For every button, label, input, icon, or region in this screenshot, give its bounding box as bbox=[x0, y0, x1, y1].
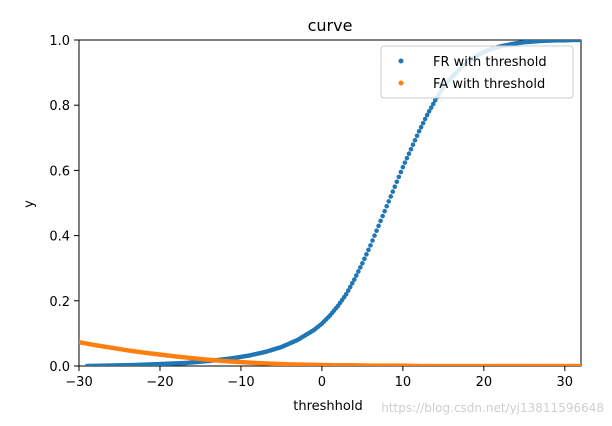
y-tick-label: 0.2 bbox=[49, 295, 70, 310]
data-point bbox=[404, 155, 410, 161]
data-point bbox=[368, 243, 373, 248]
x-tick-label: 10 bbox=[395, 375, 412, 390]
legend-label: FR with threshold bbox=[433, 55, 547, 70]
data-point bbox=[360, 261, 365, 266]
data-point bbox=[406, 151, 412, 156]
data-point bbox=[408, 146, 414, 152]
data-point bbox=[402, 160, 408, 165]
data-point bbox=[358, 265, 363, 270]
x-tick-label: 30 bbox=[557, 375, 574, 390]
series-fa bbox=[79, 339, 581, 366]
data-point bbox=[412, 137, 418, 143]
data-point bbox=[398, 169, 404, 175]
x-tick-label: −10 bbox=[227, 375, 254, 390]
data-point bbox=[366, 247, 371, 253]
data-point bbox=[578, 40, 581, 43]
x-tick-label: 20 bbox=[476, 375, 493, 390]
x-tick-label: 0 bbox=[318, 375, 326, 390]
legend-box bbox=[380, 45, 574, 99]
x-tick-label: −20 bbox=[146, 375, 173, 390]
data-point bbox=[354, 273, 359, 278]
y-tick-label: 0.6 bbox=[49, 164, 70, 179]
data-point bbox=[394, 179, 400, 185]
data-point bbox=[349, 280, 355, 286]
watermark: https://blog.csdn.net/yj13811596648 bbox=[381, 401, 604, 415]
x-tick-label: −30 bbox=[65, 375, 92, 390]
data-point bbox=[380, 213, 385, 219]
data-point bbox=[382, 208, 387, 214]
y-tick-label: 1.0 bbox=[49, 34, 70, 49]
legend-label: FA with threshold bbox=[433, 77, 545, 92]
data-point bbox=[396, 174, 402, 180]
legend-marker bbox=[398, 58, 404, 64]
x-axis-label: threshhold bbox=[293, 399, 362, 414]
y-tick-label: 0.8 bbox=[49, 99, 70, 114]
data-point bbox=[364, 252, 369, 257]
data-point bbox=[420, 120, 426, 126]
data-point bbox=[370, 238, 375, 243]
data-point bbox=[376, 223, 381, 229]
data-point bbox=[390, 189, 396, 194]
data-point bbox=[422, 116, 428, 122]
data-point bbox=[345, 288, 351, 293]
data-point bbox=[378, 218, 383, 224]
y-tick-label: 0.0 bbox=[49, 360, 70, 375]
legend: FR with threshold FA with threshold bbox=[380, 45, 574, 99]
data-point bbox=[388, 194, 394, 199]
data-point bbox=[356, 269, 361, 274]
data-point bbox=[386, 199, 392, 204]
data-point bbox=[418, 124, 424, 130]
data-point bbox=[372, 233, 377, 238]
data-point bbox=[384, 203, 389, 209]
data-point bbox=[410, 142, 416, 148]
data-point bbox=[374, 228, 379, 234]
legend-marker bbox=[398, 80, 404, 86]
data-point bbox=[578, 363, 581, 366]
data-point bbox=[416, 128, 422, 134]
data-point bbox=[424, 112, 430, 118]
data-point bbox=[347, 284, 353, 290]
data-point bbox=[351, 277, 357, 282]
data-point bbox=[400, 164, 406, 170]
chart-title: curve bbox=[308, 16, 353, 35]
data-point bbox=[414, 133, 420, 139]
data-point bbox=[426, 109, 432, 114]
data-point bbox=[362, 256, 367, 262]
data-point bbox=[430, 101, 436, 107]
y-axis-label: y bbox=[22, 200, 37, 208]
data-point bbox=[392, 184, 398, 189]
data-point bbox=[428, 105, 434, 110]
data-point bbox=[343, 291, 349, 297]
y-tick-label: 0.4 bbox=[49, 230, 70, 245]
